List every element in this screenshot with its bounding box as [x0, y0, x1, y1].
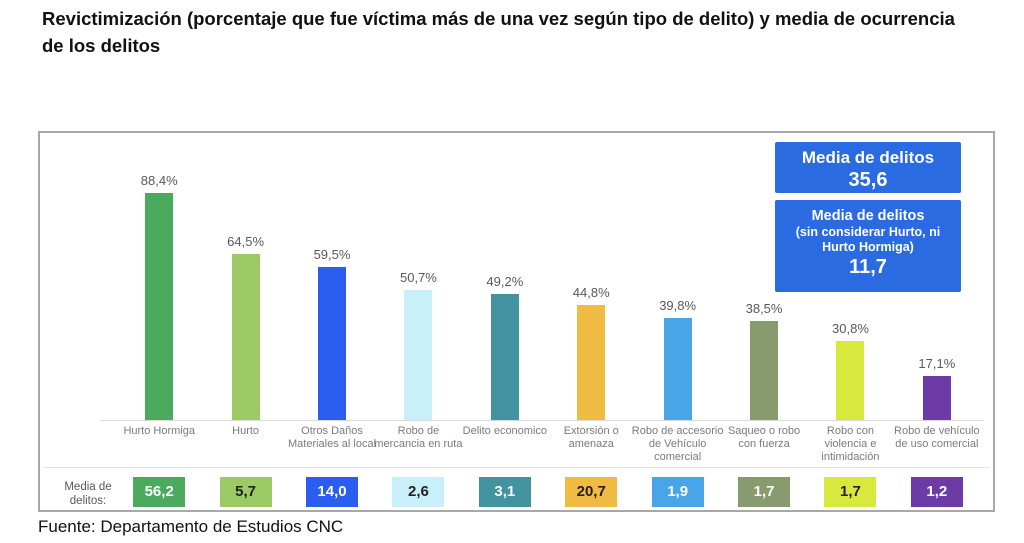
category-label: Robo de vehículo de uso comercial	[894, 425, 980, 450]
chart-column: 88,4% Hurto Hormiga 56,2	[116, 133, 202, 513]
category-label: Robo de mercancia en ruta	[374, 425, 463, 450]
chart-column: 38,5% Saqueo o robo con fuerza 1,7	[721, 133, 807, 513]
bar-value-label: 88,4%	[140, 173, 178, 188]
bar	[577, 305, 606, 420]
bar-value-label: 39,8%	[659, 298, 697, 313]
media-delitos-value: 56,2	[133, 477, 186, 507]
bar-value-label: 49,2%	[486, 274, 524, 289]
bar	[404, 290, 433, 420]
bar	[922, 376, 951, 420]
callout-value: 35,6	[848, 169, 888, 192]
media-delitos-value: 1,7	[738, 477, 791, 507]
media-delitos-value: 2,6	[392, 477, 445, 507]
category-label: Hurto Hormiga	[123, 425, 195, 437]
x-axis-line	[100, 420, 983, 421]
category-label: Delito economico	[462, 425, 548, 437]
category-label: Robo de accesorio de Vehículo comercial	[631, 425, 724, 463]
bar	[490, 294, 519, 420]
bar	[318, 267, 347, 420]
callout-title: Media de delitos	[801, 148, 935, 167]
bar-value-label: 50,7%	[399, 270, 437, 285]
bar-value-label: 59,5%	[313, 247, 351, 262]
media-row-divider	[43, 467, 990, 468]
media-delitos-value: 5,7	[219, 477, 272, 507]
callout-value: 11,7	[849, 256, 887, 279]
bar	[750, 321, 779, 420]
callout-media-delitos: Media de delitos 35,6	[775, 142, 961, 193]
chart-column: 44,8% Extorsión o amenaza 20,7	[548, 133, 634, 513]
category-label: Extorsión o amenaza	[563, 425, 619, 450]
media-row-label: Media de delitos:	[64, 481, 112, 508]
category-label: Hurto	[232, 425, 260, 437]
source-caption: Fuente: Departamento de Estudios CNC	[38, 517, 344, 536]
callout-title: Media de delitos	[811, 208, 925, 224]
bar-value-label: 38,5%	[745, 301, 783, 316]
media-delitos-value: 14,0	[306, 477, 359, 507]
chart-column: 30,8% Robo con violencia e intimidación 1,…	[807, 133, 893, 513]
callout-subtitle-line2: Hurto Hormiga)	[822, 240, 914, 255]
chart-column: 64,5% Hurto 5,7	[202, 133, 288, 513]
callout-media-delitos-sin-hurto: Media de delitos (sin considerar Hurto, …	[775, 200, 961, 292]
bar	[231, 254, 260, 420]
bar-value-label: 30,8%	[832, 321, 869, 336]
bar-value-label: 17,1%	[918, 356, 956, 371]
media-delitos-value: 1,9	[651, 477, 704, 507]
media-delitos-value: 3,1	[478, 477, 531, 507]
page-title: Revictimización (porcentaje que fue víct…	[42, 8, 955, 56]
bar-value-label: 64,5%	[227, 234, 265, 249]
chart-frame: 88,4% Hurto Hormiga 56,2 64,5% Hurto 5,7 59,5%…	[38, 131, 995, 512]
chart-column: 59,5% Otros Daños Materiales al local 14,0	[287, 133, 377, 513]
category-label: Otros Daños Materiales al local	[287, 425, 377, 450]
bar-chart: 88,4% Hurto Hormiga 56,2 64,5% Hurto 5,7 59,5%…	[116, 133, 980, 513]
bar	[663, 318, 692, 420]
bar	[145, 193, 174, 420]
bar-value-label: 44,8%	[572, 285, 610, 300]
media-delitos-value: 1,2	[910, 477, 963, 507]
chart-column: 50,7% Robo de mercancia en ruta 2,6	[374, 133, 463, 513]
chart-column: 49,2% Delito economico 3,1	[462, 133, 548, 513]
category-label: Robo con violencia e intimidación	[821, 425, 880, 463]
bar	[836, 341, 865, 420]
category-label: Saqueo o robo con fuerza	[727, 425, 801, 450]
callout-subtitle-line1: (sin considerar Hurto, ni	[795, 225, 941, 240]
media-delitos-value: 1,7	[824, 477, 877, 507]
media-delitos-value: 20,7	[565, 477, 618, 507]
chart-column: 17,1% Robo de vehículo de uso comercial 1,…	[894, 133, 980, 513]
chart-column: 39,8% Robo de accesorio de Vehículo comer…	[631, 133, 724, 513]
